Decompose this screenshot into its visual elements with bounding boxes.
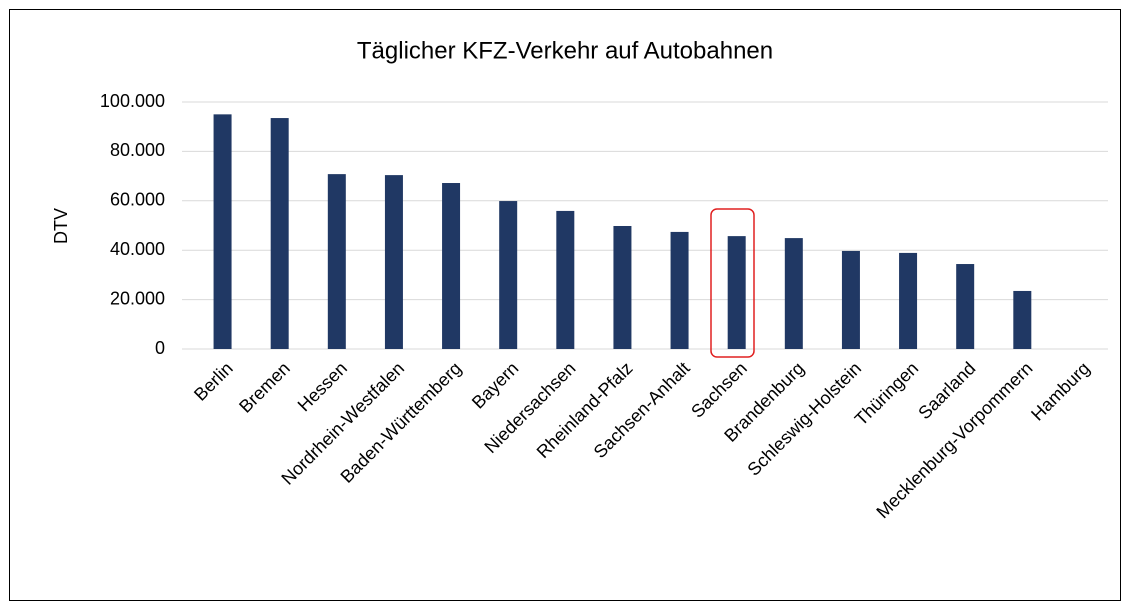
y-tick-label: 100.000 bbox=[100, 91, 165, 111]
bar bbox=[899, 252, 918, 349]
bar bbox=[1013, 290, 1032, 349]
bar bbox=[784, 238, 803, 349]
chart-title: Täglicher KFZ-Verkehr auf Autobahnen bbox=[357, 37, 773, 64]
bar bbox=[327, 174, 346, 349]
bar bbox=[613, 225, 632, 349]
bar bbox=[384, 175, 403, 349]
y-tick-label: 0 bbox=[155, 338, 165, 358]
bar bbox=[727, 236, 746, 349]
bar bbox=[213, 114, 232, 349]
bar bbox=[841, 250, 860, 349]
y-tick-label: 20.000 bbox=[110, 288, 165, 308]
y-tick-label: 80.000 bbox=[110, 140, 165, 160]
bar bbox=[670, 231, 689, 349]
bar bbox=[956, 264, 975, 349]
bar bbox=[556, 210, 575, 349]
bar bbox=[442, 183, 461, 349]
highlight-box bbox=[710, 208, 755, 358]
y-tick-label: 40.000 bbox=[110, 239, 165, 259]
y-tick-label: 60.000 bbox=[110, 190, 165, 210]
bar bbox=[499, 201, 518, 349]
y-axis-label: DTV bbox=[51, 208, 71, 244]
bar bbox=[270, 118, 289, 350]
